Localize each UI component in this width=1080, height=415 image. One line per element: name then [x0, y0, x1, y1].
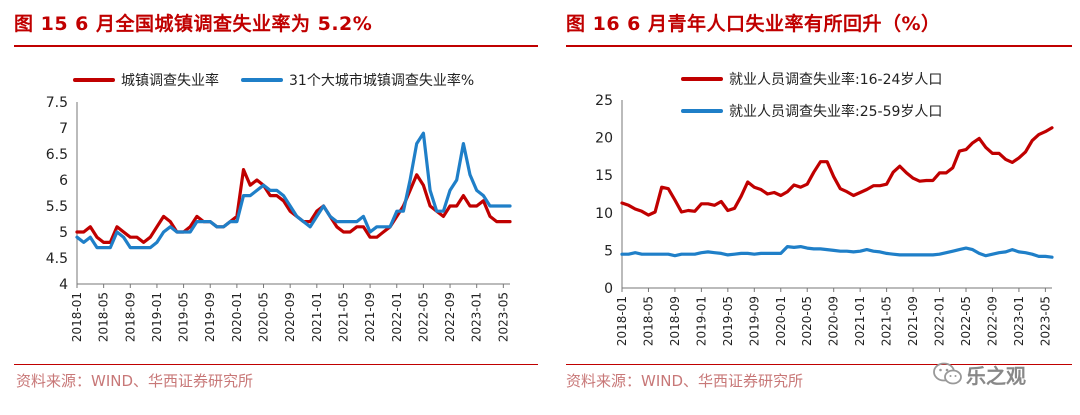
x-tick-label: 2020-05 [257, 292, 271, 342]
y-tick-label: 5.5 [46, 199, 68, 215]
x-tick-label: 2021-09 [906, 296, 920, 346]
right-source-note: 资料来源：WIND、华西证券研究所 [566, 372, 804, 390]
x-tick-label: 2020-09 [283, 292, 297, 342]
x-tick-label: 2018-05 [97, 292, 111, 342]
x-tick-label: 2022-05 [959, 296, 973, 346]
series-line-2 [620, 245, 1054, 259]
y-tick-label: 7.5 [46, 95, 68, 111]
left-title-rule [14, 45, 538, 47]
y-tick-label: 25 [595, 93, 613, 109]
x-tick-label: 2019-09 [203, 292, 217, 342]
x-tick-label: 2021-05 [336, 292, 350, 342]
right-youth-unemployment-chart: 0 5 10 15 20 25 2018-01 2018-05 2018-09 2019-01 20… [595, 71, 1054, 346]
left-figure-title: 图 15 6 月全国城镇调查失业率为 5.2% [14, 13, 373, 35]
y-tick-label: 10 [595, 206, 613, 222]
x-tick-label: 2018-09 [123, 292, 137, 342]
right-figure-title: 图 16 6 月青年人口失业率有所回升（%） [566, 13, 941, 35]
x-tick-label: 2020-01 [230, 292, 244, 342]
y-tick-label: 6 [59, 173, 68, 189]
y-tick-label: 15 [595, 168, 613, 184]
x-tick-label: 2023-01 [1012, 296, 1026, 346]
x-tick-label: 2018-05 [641, 296, 655, 346]
right-title-rule [566, 45, 1072, 47]
x-tick-label: 2021-09 [363, 292, 377, 342]
left-unemployment-chart: 4 4.5 5 5.5 6 6.5 7 7.5 2018-01 2018-05 2018-09 201… [46, 72, 512, 342]
x-tick-label: 2020-01 [774, 296, 788, 346]
x-tick-label: 2022-05 [416, 292, 430, 342]
wechat-icon [933, 362, 962, 385]
x-tick-label: 2023-05 [496, 292, 510, 342]
x-tick-label: 2019-05 [177, 292, 191, 342]
legend-label-2: 就业人员调查失业率:25-59岁人口 [729, 103, 942, 120]
x-tick-label: 2021-05 [880, 296, 894, 346]
x-tick-label: 2018-01 [70, 292, 84, 342]
y-tick-label: 7 [59, 121, 68, 137]
y-tick-label: 0 [604, 281, 613, 297]
wechat-account-name: 乐之观 [966, 364, 1026, 388]
y-tick-label: 6.5 [46, 147, 68, 163]
x-tick-label: 2020-09 [827, 296, 841, 346]
legend-label-1: 城镇调查失业率 [121, 72, 219, 89]
x-tick-label: 2018-01 [615, 296, 629, 346]
y-tick-label: 4.5 [46, 251, 68, 267]
x-tick-label: 2021-01 [310, 292, 324, 342]
x-tick-label: 2020-05 [800, 296, 814, 346]
left-bottom-rule [14, 364, 538, 365]
y-tick-label: 5 [604, 243, 613, 259]
x-tick-label: 2022-01 [933, 296, 947, 346]
x-tick-label: 2019-01 [150, 292, 164, 342]
x-tick-label: 2023-05 [1038, 296, 1052, 346]
x-tick-label: 2022-01 [390, 292, 404, 342]
x-tick-label: 2021-01 [853, 296, 867, 346]
right-bottom-rule [566, 364, 1072, 365]
y-tick-label: 4 [59, 277, 68, 293]
x-tick-label: 2022-09 [985, 296, 999, 346]
legend-label-2: 31个大城市城镇调查失业率% [289, 72, 474, 89]
x-tick-label: 2019-05 [721, 296, 735, 346]
x-tick-label: 2019-09 [747, 296, 761, 346]
y-tick-label: 20 [595, 131, 613, 147]
series-line-2 [75, 131, 512, 250]
wechat-watermark: 乐之观 [930, 358, 1080, 388]
x-tick-label: 2018-09 [668, 296, 682, 346]
x-tick-label: 2023-01 [470, 292, 484, 342]
x-tick-label: 2019-01 [694, 296, 708, 346]
y-tick-label: 5 [59, 225, 68, 241]
legend-label-1: 就业人员调查失业率:16-24岁人口 [729, 71, 942, 88]
x-tick-label: 2022-09 [443, 292, 457, 342]
series-line-1 [620, 126, 1054, 217]
left-source-note: 资料来源：WIND、华西证券研究所 [16, 372, 254, 390]
